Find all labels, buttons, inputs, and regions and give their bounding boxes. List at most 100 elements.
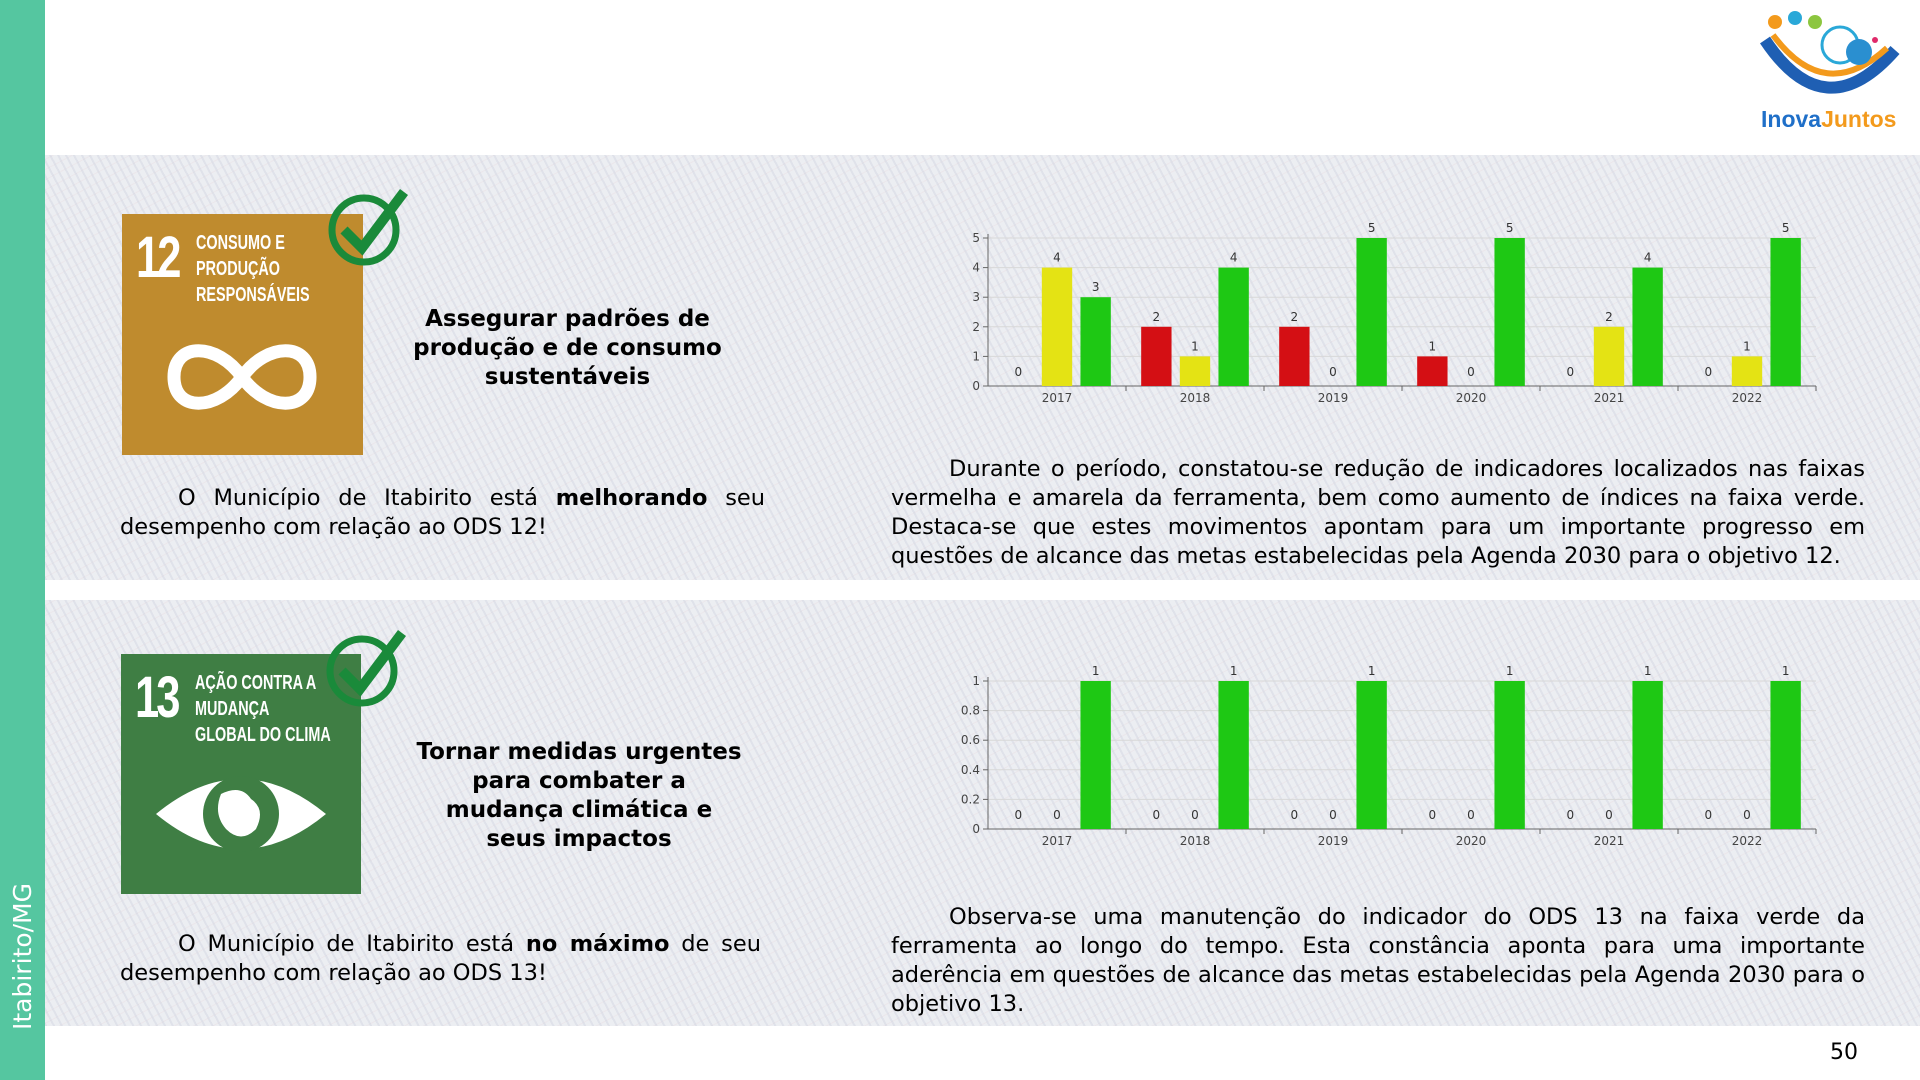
bar — [1770, 238, 1801, 386]
data-label: 2 — [1605, 310, 1613, 324]
y-tick-label: 0 — [972, 822, 980, 836]
paragraph: Observa-se uma manutenção do indicador d… — [891, 904, 1865, 1017]
data-label: 1 — [1092, 664, 1100, 678]
data-label: 0 — [1743, 808, 1751, 822]
bar — [1593, 326, 1625, 386]
icon-symbol — [167, 344, 317, 410]
data-label: 4 — [1230, 251, 1238, 265]
data-label: 0 — [1429, 808, 1437, 822]
headline: Tornar medidas urgentes para combater a … — [416, 739, 742, 852]
x-tick-label: 2017 — [1042, 834, 1073, 848]
data-label: 0 — [1567, 808, 1575, 822]
bar — [1494, 238, 1525, 386]
chart: 0 1 2 3 4 5 2017 0 4 3 2018 2 1 4 2019 2 0 5 2020 1 0 5 2021 0 2… — [972, 221, 1817, 405]
data-label: 4 — [1053, 251, 1061, 265]
data-label: 0 — [1291, 808, 1299, 822]
bar — [1494, 681, 1525, 829]
paragraph: Durante o período, constatou-se redução … — [891, 456, 1865, 569]
bar — [1356, 238, 1387, 386]
data-label: 0 — [1191, 808, 1199, 822]
data-label: 0 — [1467, 365, 1475, 379]
bar — [1218, 681, 1249, 829]
data-label: 2 — [1153, 310, 1161, 324]
y-tick-label: 0.8 — [961, 704, 980, 718]
icon-number: 12 — [136, 225, 181, 290]
x-tick-label: 2021 — [1594, 391, 1625, 405]
statement-text: de seu desempenho com relação ao ODS 13! — [120, 931, 761, 986]
icon-label: CONSUMO E PRODUÇÃO RESPONSÁVEIS — [196, 232, 310, 306]
y-tick-label: 1 — [972, 674, 980, 688]
data-label: 0 — [1705, 808, 1713, 822]
data-label: 1 — [1368, 664, 1376, 678]
statement-text: O Município de Itabirito está — [178, 931, 515, 957]
bar — [1141, 326, 1172, 386]
data-label: 5 — [1506, 221, 1514, 235]
bar — [1417, 356, 1448, 386]
data-label: 2 — [1291, 310, 1299, 324]
data-label: 4 — [1644, 251, 1652, 265]
logo-text-2: Juntos — [1821, 106, 1897, 132]
data-label: 0 — [1015, 808, 1023, 822]
data-label: 0 — [1153, 808, 1161, 822]
bar — [1218, 267, 1249, 386]
bar — [1632, 267, 1663, 386]
data-label: 5 — [1368, 221, 1376, 235]
data-label: 1 — [1191, 339, 1199, 353]
logo: InovaJuntos — [1755, 10, 1910, 140]
data-label: 1 — [1782, 664, 1790, 678]
data-label: 3 — [1092, 280, 1100, 294]
check-mark — [328, 189, 408, 266]
data-label: 0 — [1705, 365, 1713, 379]
bar — [1179, 356, 1211, 386]
data-label: 1 — [1429, 339, 1437, 353]
x-tick-label: 2017 — [1042, 391, 1073, 405]
bar — [1356, 681, 1387, 829]
bar — [1279, 326, 1310, 386]
y-tick-label: 5 — [972, 231, 980, 245]
bar — [1770, 681, 1801, 829]
statement-text: O Município de Itabirito está — [178, 485, 538, 511]
y-tick-label: 1 — [972, 349, 980, 363]
data-label: 0 — [1329, 365, 1337, 379]
logo-text: InovaJuntos — [1761, 106, 1896, 133]
bar — [1080, 681, 1111, 829]
statement: O Município de Itabirito está no máximo … — [120, 930, 761, 988]
data-label: 5 — [1782, 221, 1790, 235]
x-tick-label: 2019 — [1318, 391, 1349, 405]
y-tick-label: 0.6 — [961, 733, 980, 747]
x-tick-label: 2019 — [1318, 834, 1349, 848]
icon-number: 13 — [135, 665, 180, 730]
data-label: 1 — [1230, 664, 1238, 678]
statement-bold: no máximo — [525, 931, 670, 957]
data-label: 0 — [1329, 808, 1337, 822]
x-tick-label: 2020 — [1456, 834, 1487, 848]
bar — [1632, 681, 1663, 829]
sdg-icon: 12 CONSUMO E PRODUÇÃO RESPONSÁVEIS — [122, 214, 363, 455]
bar — [1731, 356, 1763, 386]
data-label: 1 — [1506, 664, 1514, 678]
data-label: 1 — [1644, 664, 1652, 678]
data-label: 0 — [1467, 808, 1475, 822]
x-tick-label: 2018 — [1180, 391, 1211, 405]
x-tick-label: 2022 — [1732, 834, 1763, 848]
statement-text: seu desempenho com relação ao ODS 12! — [120, 485, 766, 540]
check-mark — [326, 630, 406, 707]
y-tick-label: 0.4 — [961, 763, 980, 777]
y-tick-label: 2 — [972, 320, 980, 334]
statement-bold: melhorando — [555, 485, 708, 511]
data-label: 0 — [1015, 365, 1023, 379]
chart: 0 0.2 0.4 0.6 0.8 1 2017 0 0 1 2018 0 0 1 2019 0 0 1 2020 0… — [961, 664, 1817, 848]
x-tick-label: 2021 — [1594, 834, 1625, 848]
logo-text-1: Inova — [1761, 106, 1822, 132]
bar — [1080, 297, 1111, 386]
sdg-icon: 13 AÇÃO CONTRA A MUDANÇA GLOBAL DO CLIMA — [121, 654, 361, 894]
logo-graphic — [1760, 11, 1900, 94]
data-label: 0 — [1053, 808, 1061, 822]
statement: O Município de Itabirito está melhorando… — [120, 484, 765, 542]
y-tick-label: 0.2 — [961, 792, 980, 806]
data-label: 0 — [1605, 808, 1613, 822]
data-label: 1 — [1743, 339, 1751, 353]
data-label: 0 — [1567, 365, 1575, 379]
headline: Assegurar padrões de produção e de consu… — [413, 306, 722, 390]
